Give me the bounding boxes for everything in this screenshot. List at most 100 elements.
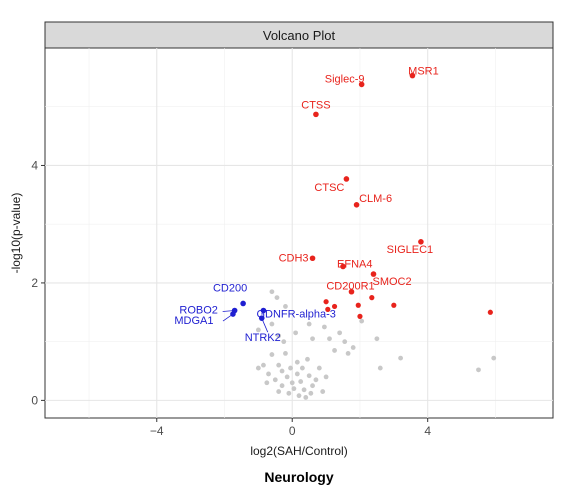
point-label: CTSS xyxy=(301,99,330,111)
labeled-point xyxy=(418,239,424,245)
up-point xyxy=(391,302,397,308)
y-tick-label: 4 xyxy=(31,158,38,172)
ns-point xyxy=(255,365,261,371)
ns-point xyxy=(279,383,285,389)
ns-point xyxy=(269,289,275,295)
labeled-point xyxy=(240,300,246,307)
labeled-point xyxy=(313,111,319,118)
up-point xyxy=(487,309,493,315)
ns-point xyxy=(276,389,282,394)
point-label: CD200R1 xyxy=(326,281,374,293)
ns-point xyxy=(320,389,326,394)
ns-point xyxy=(359,318,365,324)
ns-point xyxy=(276,362,282,368)
ns-point xyxy=(323,374,329,380)
up-point xyxy=(355,302,361,308)
ns-point xyxy=(398,355,403,361)
point-label: SIGLEC1 xyxy=(387,244,433,256)
point-labels: MSR1 Siglec-9 CTSS CTSC CLM-6 SIGLEC1 CDH3 EFNA… xyxy=(174,66,438,345)
ns-point xyxy=(327,336,332,342)
labeled-point xyxy=(358,81,365,88)
point-label: CD200 xyxy=(213,282,247,294)
ns-point xyxy=(274,295,280,301)
ns-point xyxy=(294,371,300,377)
ns-point xyxy=(266,371,271,377)
ns-point xyxy=(345,350,351,356)
ns-point xyxy=(276,333,282,339)
point-label: NTRK2 xyxy=(245,332,281,344)
ns-point xyxy=(291,386,297,392)
ns-point xyxy=(289,380,295,386)
up-point xyxy=(323,299,329,305)
ns-point xyxy=(261,362,266,368)
point-label: ROBO2 xyxy=(179,305,218,317)
plot-panel xyxy=(44,47,554,419)
ns-point xyxy=(281,339,287,345)
ns-point xyxy=(377,365,383,371)
ns-point xyxy=(332,348,337,353)
ns-point xyxy=(293,330,299,336)
x-tick-label: −4 xyxy=(150,424,164,438)
ns-point xyxy=(269,352,275,357)
ns-point xyxy=(342,339,348,345)
point-label: MDGA1 xyxy=(174,315,213,327)
ns-point xyxy=(306,321,312,327)
ns-point xyxy=(264,380,270,386)
ns-point xyxy=(322,324,327,330)
labeled-point xyxy=(370,271,377,277)
ns-point xyxy=(305,356,310,362)
labeled-point xyxy=(353,202,360,208)
point-label: EFNA4 xyxy=(337,258,372,270)
ns-point xyxy=(255,327,261,333)
ns-point xyxy=(301,387,307,393)
ns-point xyxy=(294,359,300,365)
ns-point xyxy=(298,379,304,384)
ns-point xyxy=(288,365,293,371)
ns-point xyxy=(303,395,309,400)
ns-point xyxy=(491,355,497,361)
point-label: SMOC2 xyxy=(373,276,412,288)
axis-ticks: −4 0 4 0 2 4 xyxy=(31,158,431,438)
label-leader-line xyxy=(261,318,269,333)
point-label: CTSC xyxy=(314,182,344,194)
point-label: MSR1 xyxy=(408,66,439,78)
ns-point xyxy=(272,377,278,383)
data-points xyxy=(230,72,497,400)
x-tick-label: 0 xyxy=(289,424,296,438)
ns-point xyxy=(316,365,322,371)
labeled-point xyxy=(309,255,316,262)
ns-point xyxy=(283,350,288,356)
ns-point xyxy=(350,345,356,350)
point-label: GDNFR-alpha-3 xyxy=(256,309,335,321)
labeled-point xyxy=(340,263,346,270)
ns-point xyxy=(374,336,380,342)
point-label: CLM-6 xyxy=(359,193,392,205)
chart-title: Volcano Plot xyxy=(263,28,336,43)
labeled-point xyxy=(348,288,355,295)
ns-point xyxy=(310,383,315,389)
chart-caption: Neurology xyxy=(264,469,333,485)
grid-lines xyxy=(45,48,553,418)
y-axis-title: -log10(p-value) xyxy=(9,193,23,274)
ns-point xyxy=(299,365,305,371)
point-label: Siglec-9 xyxy=(325,73,365,85)
ns-point xyxy=(296,393,302,399)
ns-point xyxy=(310,336,315,342)
ns-point xyxy=(284,374,290,380)
labeled-point xyxy=(409,72,416,79)
up-point xyxy=(331,303,338,310)
ns-point xyxy=(476,367,481,373)
x-axis-title: log2(SAH/Control) xyxy=(250,444,347,458)
y-tick-label: 2 xyxy=(31,276,38,290)
ns-point xyxy=(269,321,275,327)
ns-point xyxy=(306,373,312,379)
labeled-point xyxy=(260,307,267,314)
up-point xyxy=(357,313,363,319)
ns-point xyxy=(279,368,285,374)
ns-point xyxy=(286,390,292,396)
label-leader-line xyxy=(222,310,235,312)
ns-point xyxy=(283,304,288,309)
ns-point xyxy=(308,390,314,396)
ns-point xyxy=(337,330,343,336)
